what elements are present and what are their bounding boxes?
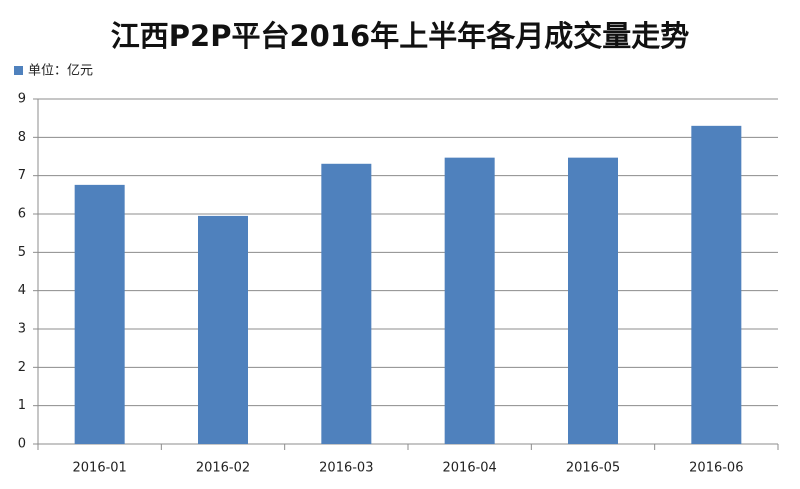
y-tick-label: 2 xyxy=(18,360,26,375)
bar xyxy=(444,157,495,444)
bar xyxy=(74,184,125,444)
y-tick-label: 3 xyxy=(18,322,26,337)
x-tick-label: 2016-01 xyxy=(73,461,127,476)
bar xyxy=(198,215,248,444)
bar xyxy=(568,157,618,444)
chart-title: 江西P2P平台2016年上半年各月成交量走势 xyxy=(111,19,689,53)
y-tick-label: 7 xyxy=(18,168,26,183)
y-tick-label: 4 xyxy=(18,283,26,298)
y-tick-label: 6 xyxy=(18,207,26,222)
y-tick-label: 1 xyxy=(18,398,26,413)
x-tick-label: 2016-05 xyxy=(566,461,620,476)
bar xyxy=(321,163,372,445)
y-tick-label: 5 xyxy=(18,245,26,260)
bar xyxy=(691,125,742,444)
y-tick-label: 0 xyxy=(18,437,26,452)
y-tick-label: 9 xyxy=(18,92,26,107)
x-tick-label: 2016-03 xyxy=(319,461,373,476)
x-tick-label: 2016-06 xyxy=(689,461,743,476)
x-tick-label: 2016-02 xyxy=(196,461,250,476)
legend-swatch xyxy=(14,66,23,75)
legend-label: 单位：亿元 xyxy=(28,64,93,79)
y-tick-label: 8 xyxy=(18,130,26,145)
x-tick-label: 2016-04 xyxy=(443,461,497,476)
